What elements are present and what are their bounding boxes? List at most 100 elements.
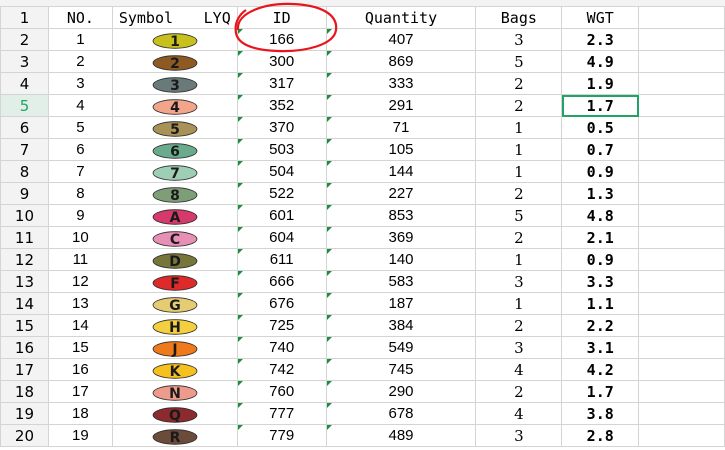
- cell-bags[interactable]: 2: [475, 314, 563, 337]
- cell-quantity[interactable]: 71: [325, 116, 477, 139]
- cell-no[interactable]: 9: [47, 204, 113, 227]
- empty-cell[interactable]: [638, 138, 725, 161]
- cell-no[interactable]: 2: [47, 50, 113, 73]
- header-wgt[interactable]: WGT: [561, 6, 640, 29]
- empty-cell[interactable]: [638, 336, 725, 359]
- cell-id[interactable]: 317: [236, 72, 327, 95]
- cell-id[interactable]: 352: [236, 94, 327, 117]
- cell-id[interactable]: 504: [236, 160, 327, 183]
- row-number[interactable]: 17: [0, 358, 49, 381]
- cell-id[interactable]: 300: [236, 50, 327, 73]
- cell-no[interactable]: 11: [47, 248, 113, 271]
- row-number[interactable]: 1: [0, 6, 49, 29]
- cell-quantity[interactable]: 384: [325, 314, 477, 337]
- cell-no[interactable]: 18: [47, 402, 113, 425]
- empty-cell[interactable]: [638, 402, 725, 425]
- header-symbol[interactable]: Symbol LYQ: [111, 6, 238, 29]
- empty-cell[interactable]: [638, 314, 725, 337]
- cell-quantity[interactable]: 369: [325, 226, 477, 249]
- cell-no[interactable]: 10: [47, 226, 113, 249]
- cell-id[interactable]: 601: [236, 204, 327, 227]
- cell-wgt[interactable]: 2.8: [561, 424, 640, 447]
- empty-cell[interactable]: [638, 292, 725, 315]
- cell-no[interactable]: 12: [47, 270, 113, 293]
- cell-wgt[interactable]: 1.3: [561, 182, 640, 205]
- row-number[interactable]: 15: [0, 314, 49, 337]
- cell-wgt[interactable]: 1.7: [561, 94, 640, 117]
- cell-symbol[interactable]: A: [111, 204, 238, 227]
- empty-cell[interactable]: [638, 6, 725, 29]
- cell-no[interactable]: 19: [47, 424, 113, 447]
- cell-wgt[interactable]: 4.9: [561, 50, 640, 73]
- cell-id[interactable]: 760: [236, 380, 327, 403]
- cell-quantity[interactable]: 678: [325, 402, 477, 425]
- cell-wgt[interactable]: 0.9: [561, 248, 640, 271]
- cell-no[interactable]: 15: [47, 336, 113, 359]
- empty-cell[interactable]: [638, 204, 725, 227]
- cell-bags[interactable]: 1: [475, 292, 563, 315]
- row-number[interactable]: 5: [0, 94, 49, 117]
- cell-symbol[interactable]: 4: [111, 94, 238, 117]
- row-number[interactable]: 18: [0, 380, 49, 403]
- cell-symbol[interactable]: 1: [111, 28, 238, 51]
- cell-bags[interactable]: 2: [475, 94, 563, 117]
- cell-id[interactable]: 522: [236, 182, 327, 205]
- cell-quantity[interactable]: 583: [325, 270, 477, 293]
- row-number[interactable]: 14: [0, 292, 49, 315]
- cell-quantity[interactable]: 745: [325, 358, 477, 381]
- row-number[interactable]: 20: [0, 424, 49, 447]
- cell-wgt[interactable]: 1.9: [561, 72, 640, 95]
- cell-bags[interactable]: 1: [475, 116, 563, 139]
- cell-quantity[interactable]: 227: [325, 182, 477, 205]
- cell-id[interactable]: 742: [236, 358, 327, 381]
- cell-id[interactable]: 370: [236, 116, 327, 139]
- cell-quantity[interactable]: 290: [325, 380, 477, 403]
- cell-wgt[interactable]: 4.2: [561, 358, 640, 381]
- cell-symbol[interactable]: R: [111, 424, 238, 447]
- cell-wgt[interactable]: 0.9: [561, 160, 640, 183]
- row-number[interactable]: 2: [0, 28, 49, 51]
- cell-wgt[interactable]: 3.1: [561, 336, 640, 359]
- cell-quantity[interactable]: 853: [325, 204, 477, 227]
- row-number[interactable]: 6: [0, 116, 49, 139]
- cell-bags[interactable]: 3: [475, 270, 563, 293]
- cell-wgt[interactable]: 3.8: [561, 402, 640, 425]
- cell-symbol[interactable]: G: [111, 292, 238, 315]
- row-number[interactable]: 9: [0, 182, 49, 205]
- cell-no[interactable]: 16: [47, 358, 113, 381]
- cell-wgt[interactable]: 2.3: [561, 28, 640, 51]
- cell-no[interactable]: 4: [47, 94, 113, 117]
- cell-bags[interactable]: 3: [475, 424, 563, 447]
- cell-symbol[interactable]: 7: [111, 160, 238, 183]
- row-number[interactable]: 13: [0, 270, 49, 293]
- row-number[interactable]: 7: [0, 138, 49, 161]
- cell-bags[interactable]: 2: [475, 72, 563, 95]
- cell-wgt[interactable]: 1.7: [561, 380, 640, 403]
- cell-bags[interactable]: 3: [475, 28, 563, 51]
- cell-quantity[interactable]: 549: [325, 336, 477, 359]
- cell-symbol[interactable]: 2: [111, 50, 238, 73]
- cell-wgt[interactable]: 0.7: [561, 138, 640, 161]
- empty-cell[interactable]: [638, 116, 725, 139]
- cell-quantity[interactable]: 407: [325, 28, 477, 51]
- cell-bags[interactable]: 2: [475, 380, 563, 403]
- empty-cell[interactable]: [638, 226, 725, 249]
- cell-bags[interactable]: 2: [475, 182, 563, 205]
- cell-no[interactable]: 13: [47, 292, 113, 315]
- cell-id[interactable]: 777: [236, 402, 327, 425]
- cell-id[interactable]: 676: [236, 292, 327, 315]
- cell-wgt[interactable]: 0.5: [561, 116, 640, 139]
- cell-no[interactable]: 1: [47, 28, 113, 51]
- header-id[interactable]: ID: [236, 6, 327, 29]
- cell-quantity[interactable]: 187: [325, 292, 477, 315]
- empty-cell[interactable]: [638, 248, 725, 271]
- cell-symbol[interactable]: Q: [111, 402, 238, 425]
- cell-quantity[interactable]: 869: [325, 50, 477, 73]
- cell-wgt[interactable]: 3.3: [561, 270, 640, 293]
- cell-bags[interactable]: 5: [475, 204, 563, 227]
- cell-symbol[interactable]: 5: [111, 116, 238, 139]
- row-number[interactable]: 19: [0, 402, 49, 425]
- cell-bags[interactable]: 1: [475, 138, 563, 161]
- cell-quantity[interactable]: 144: [325, 160, 477, 183]
- cell-quantity[interactable]: 105: [325, 138, 477, 161]
